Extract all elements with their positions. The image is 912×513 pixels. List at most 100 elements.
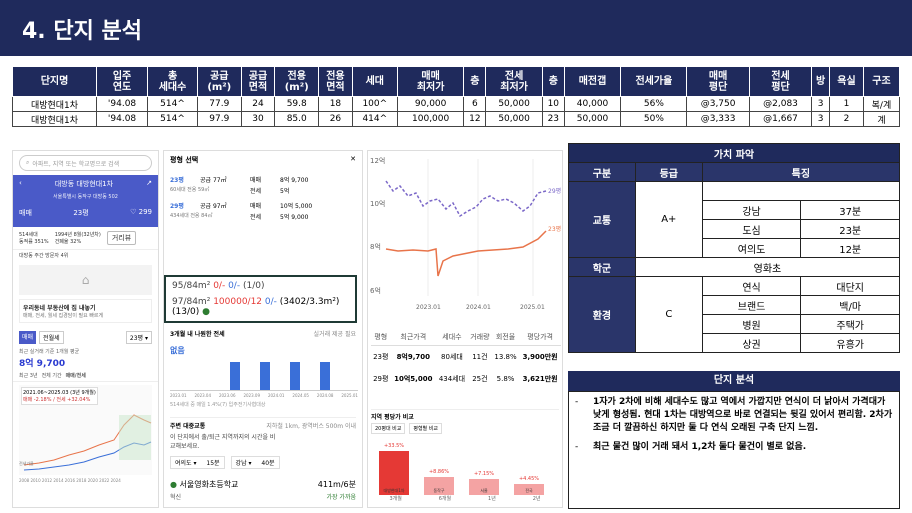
commute-note: 지하철 1km, 광역버스 500m 이내 bbox=[266, 423, 356, 430]
env-grade: C bbox=[634, 276, 703, 353]
value-title: 가치 파악 bbox=[568, 143, 900, 163]
tab-area[interactable]: 23평 bbox=[73, 209, 89, 217]
compare-bar bbox=[424, 477, 454, 495]
tab-period-all[interactable]: 전체 기간 bbox=[41, 373, 62, 379]
compare-bar bbox=[379, 451, 409, 495]
value-header-feature: 특징 bbox=[701, 162, 901, 182]
area-label: 29평 bbox=[170, 203, 184, 210]
coverage-ratio: 건폐율 32% bbox=[54, 239, 82, 245]
commute-title: 주변 대중교통 bbox=[170, 423, 206, 430]
table-cell: 2 bbox=[829, 111, 864, 127]
sale-label: 매매 bbox=[250, 177, 262, 184]
school-name[interactable]: ● 서울영화초등학교 bbox=[170, 479, 238, 490]
compare-period-tab[interactable]: 1년 bbox=[488, 496, 496, 502]
table-cell: '94.08 bbox=[96, 111, 149, 127]
listing-banner[interactable]: 우리동네 부동산에 집 내놓기 매매, 전세, 월세 집경담이 필요 빠르게 bbox=[19, 299, 152, 323]
price-value: 8억 9,700 bbox=[19, 359, 66, 369]
tab-sale[interactable]: 매매 bbox=[19, 331, 37, 344]
area-sub: 60세대 전용 59㎡ bbox=[170, 187, 210, 193]
transport-dest: 강남 bbox=[701, 200, 802, 220]
compare-period-tab[interactable]: 2년 bbox=[532, 496, 541, 502]
commute-select-2[interactable]: 강남 ▾ 40분 bbox=[230, 456, 280, 469]
tab-trade[interactable]: 매매 bbox=[19, 209, 32, 217]
school-tag: 가장 가까움 bbox=[326, 494, 356, 501]
compare-title: 지역 평당가 비교 bbox=[371, 414, 414, 421]
compare-bar-label: 서울 bbox=[480, 488, 488, 493]
supply-area: 공급 97㎡ bbox=[200, 203, 227, 210]
table-header-cell: 매전갭 bbox=[563, 66, 622, 97]
compare-tab-1[interactable]: 20평대 비교 bbox=[371, 423, 406, 434]
table-header-cell: 세대 bbox=[351, 66, 398, 97]
trend-cell: 3,621만원 bbox=[522, 375, 558, 383]
recent-rent-empty: 없음 bbox=[170, 346, 185, 355]
likes-count: 299 bbox=[138, 208, 152, 216]
complex-name: 대방동 대방현대1차 bbox=[54, 180, 114, 188]
area-select[interactable]: 23평 ▾ bbox=[125, 331, 152, 344]
bar-year-label: 2024.08 bbox=[316, 393, 334, 398]
x-label: 2025.01 bbox=[520, 304, 545, 311]
tab-rent[interactable]: 전월세 bbox=[39, 331, 64, 344]
commute-dest-2: 강남 bbox=[235, 460, 247, 467]
rent-bar bbox=[320, 362, 330, 390]
search-bar[interactable]: ⌕ 아파트, 지역 또는 학교명으로 검색 bbox=[19, 155, 152, 171]
complex-table: 단지명 입주 연도 총 세대수 공급 (m²) 공급 면적 전용 (m²) 전용 면적 세대 매… bbox=[11, 66, 901, 127]
compare-period-tab[interactable]: 6개월 bbox=[438, 496, 452, 502]
trend-cell: 80세대 bbox=[441, 353, 463, 361]
tab-period-sale-rent[interactable]: 매매/전세 bbox=[65, 373, 86, 379]
tab-likes[interactable]: ♡ 299 bbox=[130, 208, 152, 216]
price-trend-chart: 12억 10억 8억 6억 29평 23평 2023.01 2024.01 20… bbox=[370, 157, 561, 311]
trend-cell: 10억5,000 bbox=[394, 375, 433, 383]
trend-cell: 8억9,700 bbox=[396, 353, 431, 361]
area-select-value: 23평 bbox=[129, 335, 144, 342]
trend-cell: 434세대 bbox=[438, 375, 466, 383]
trend-row: 29평 10억5,000 434세대 25건 5.8% 3,621만원 bbox=[371, 368, 561, 390]
transport-label: 교통 bbox=[568, 181, 636, 258]
table-cell: @3,333 bbox=[686, 111, 750, 127]
transport-dest: 도심 bbox=[701, 219, 802, 239]
compare-period-tab[interactable]: 3개월 bbox=[389, 496, 402, 502]
school-name-text: 서울영화초등학교 bbox=[179, 480, 239, 489]
share-icon[interactable]: ↗ bbox=[146, 179, 152, 187]
table-cell: 514^ bbox=[147, 96, 199, 112]
search-input: 아파트, 지역 또는 학교명으로 검색 bbox=[32, 161, 120, 168]
table-cell: 대방현대1차 bbox=[11, 111, 98, 127]
commute-select-1[interactable]: 여의도 ▾ 15분 bbox=[170, 456, 225, 469]
rent-label: 전세 bbox=[250, 188, 262, 195]
compare-bar-group: +4.45% 전국 bbox=[514, 437, 544, 495]
table-body: 대방현대1차 '94.08 514^ 77.9 24 59.8 18 100^ 90,000 6 5… bbox=[11, 96, 901, 127]
area-row[interactable]: 29평 공급 97㎡ 매매 10억 5,000 434세대 전용 84㎡ 전세 5억 9,0… bbox=[170, 201, 356, 221]
back-icon[interactable]: ‹ bbox=[19, 179, 22, 187]
trend-header-cell: 거래량 bbox=[467, 329, 492, 346]
table-cell: 23 bbox=[541, 111, 565, 127]
transport-time: 37분 bbox=[800, 200, 900, 220]
bar-year-label: 2024.05 bbox=[292, 393, 309, 398]
rent-label: 전세 bbox=[250, 214, 262, 221]
table-cell: @2,083 bbox=[748, 96, 813, 112]
x-label: 2023.01 bbox=[416, 304, 441, 311]
bar-year-label: 2025.01 bbox=[341, 393, 358, 398]
compare-bars: +33.5% 대방현대1차 +8.86% 동작구 +7.15% 서울 +4.45% 전국 bbox=[371, 437, 559, 495]
table-row: 대방현대1차 '94.08 514^ 77.9 24 59.8 18 100^ 90,000 6 5… bbox=[11, 96, 901, 112]
history-lines bbox=[23, 414, 152, 471]
compare-tab-2[interactable]: 평형별 비교 bbox=[409, 423, 442, 434]
tab-period-3y[interactable]: 최근 3년 bbox=[19, 373, 38, 379]
household-info: 514세대 bbox=[19, 232, 38, 238]
bar-year-label: 2023.06 bbox=[218, 393, 236, 398]
table-cell: 복/계 bbox=[862, 96, 901, 112]
table-cell: 대방현대1차 bbox=[11, 96, 98, 112]
close-icon[interactable]: ✕ bbox=[350, 155, 356, 163]
sale-value: 8억 9,700 bbox=[280, 177, 309, 184]
table-cell: 56% bbox=[620, 96, 688, 112]
bar-year-label: 2023.04 bbox=[194, 393, 212, 398]
table-cell: 50% bbox=[620, 111, 688, 127]
street-view-button[interactable]: 거리뷰 bbox=[106, 231, 137, 245]
compare-bar bbox=[514, 484, 544, 495]
box-line1-count: (1/0) bbox=[242, 281, 265, 291]
series-23 bbox=[385, 230, 547, 277]
floor-ratio: 동적률 351% bbox=[19, 239, 49, 245]
table-cell: 40,000 bbox=[563, 96, 622, 112]
box-line1-rent: 0/- bbox=[228, 281, 241, 291]
table-cell: 50,000 bbox=[485, 96, 543, 112]
area-row[interactable]: 23평 공급 77㎡ 매매 8억 9,700 60세대 전용 59㎡ 전세 5억 bbox=[170, 175, 356, 195]
table-cell: 414^ bbox=[351, 111, 398, 127]
